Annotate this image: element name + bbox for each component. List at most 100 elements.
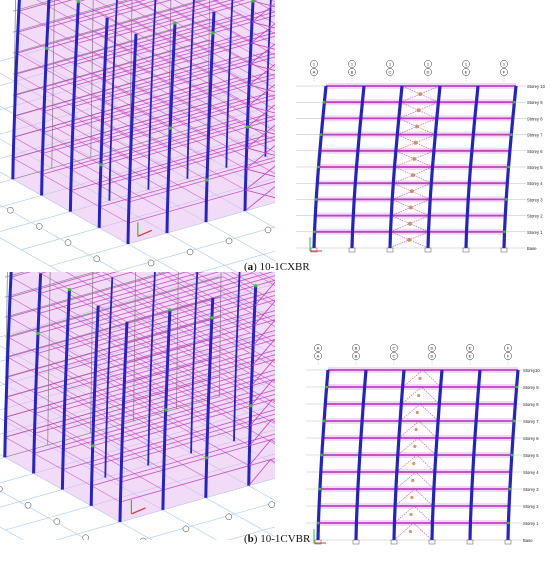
hinge	[168, 308, 172, 312]
beam	[77, 0, 160, 24]
beam	[6, 316, 222, 378]
brace	[399, 403, 439, 422]
grid-bubble	[225, 237, 233, 245]
axis-bubble-label: C	[389, 70, 392, 75]
brace	[252, 0, 275, 8]
beam	[63, 369, 275, 431]
beam	[47, 0, 147, 28]
beam	[15, 39, 211, 96]
axis-bubble	[428, 352, 436, 360]
brace-hinge	[410, 173, 415, 178]
axis-bubbles: AA BB CC DD EE FF	[314, 344, 512, 366]
base-support	[504, 539, 512, 545]
beam	[9, 272, 172, 318]
brace	[394, 488, 434, 507]
brace	[249, 399, 275, 426]
hinge	[503, 230, 506, 234]
beam	[91, 433, 275, 487]
axis-bubble	[504, 352, 512, 360]
hinge	[507, 165, 510, 169]
grid-bubble	[64, 239, 72, 246]
beam	[35, 332, 251, 394]
beam	[6, 336, 221, 398]
grid-bubble	[35, 223, 43, 230]
axis-bubble	[462, 60, 470, 68]
axis-bubble-label: D	[427, 70, 430, 75]
axis-bubble	[504, 344, 512, 352]
hinge	[76, 0, 80, 4]
beam	[34, 352, 250, 414]
axis-bubble	[390, 344, 398, 352]
beam	[103, 52, 275, 103]
hinge	[254, 284, 258, 288]
axis-bubble-label: 1	[313, 62, 316, 67]
axis-bubble	[310, 60, 318, 68]
storey-label: Storey 7	[527, 133, 543, 138]
axis-bubble-label: E	[469, 346, 472, 351]
axis-bubble	[314, 344, 322, 352]
column	[11, 0, 21, 180]
axis-bubble	[462, 68, 470, 76]
back-beam	[4, 396, 220, 458]
hinge	[512, 419, 516, 423]
hinges	[36, 284, 258, 460]
base-support	[424, 247, 432, 253]
hinge	[320, 453, 324, 457]
column	[108, 0, 118, 201]
hinge	[313, 230, 316, 234]
hinge	[168, 126, 172, 130]
beam	[135, 0, 259, 35]
axis-bubble	[352, 352, 360, 360]
beam	[37, 272, 253, 334]
storey-label: Storey10	[523, 368, 540, 373]
beam	[66, 290, 275, 351]
back-beam	[4, 276, 220, 338]
caption-b: (b) 10-1CVBR	[244, 533, 311, 545]
hinge	[205, 456, 209, 460]
column	[354, 369, 368, 541]
column	[147, 272, 156, 466]
beam	[126, 279, 275, 323]
back-beam	[12, 0, 54, 12]
hinge	[319, 133, 323, 136]
beam	[122, 378, 275, 423]
beam	[219, 356, 275, 388]
axis-bubble	[386, 68, 394, 76]
axis-bubble-label: F	[507, 354, 510, 359]
brace	[245, 189, 275, 199]
hinge	[509, 133, 513, 136]
beam	[65, 329, 275, 391]
storey-label: Storey 1	[523, 521, 539, 526]
beam	[37, 292, 252, 354]
column	[464, 85, 480, 249]
hinge	[506, 521, 510, 525]
column	[186, 0, 195, 179]
beam	[124, 339, 275, 383]
axis-bubble	[466, 352, 474, 360]
storey-label: Storey 9	[527, 100, 543, 105]
beam	[270, 0, 275, 3]
storey-label: Storey 3	[523, 487, 539, 492]
grid-bubbles	[7, 206, 272, 267]
axis-bubble-label: 1	[427, 62, 430, 67]
brace	[396, 454, 435, 473]
beam	[94, 334, 275, 387]
beam	[46, 0, 220, 49]
brace-hinge	[415, 124, 420, 129]
column	[264, 0, 272, 157]
axis-bubble-label: C	[393, 346, 396, 351]
column	[3, 272, 13, 458]
base-support	[500, 247, 508, 253]
beam	[18, 0, 61, 12]
column	[204, 11, 216, 223]
brace	[252, 319, 275, 346]
brace-hinge	[412, 461, 416, 466]
brace-hinge	[412, 156, 417, 161]
brace-hinge	[418, 92, 423, 97]
column	[247, 285, 258, 486]
brace	[398, 118, 436, 135]
beams	[314, 85, 516, 233]
column	[392, 369, 406, 541]
grid-bubble	[147, 259, 155, 267]
grid-bubbles	[0, 485, 275, 540]
